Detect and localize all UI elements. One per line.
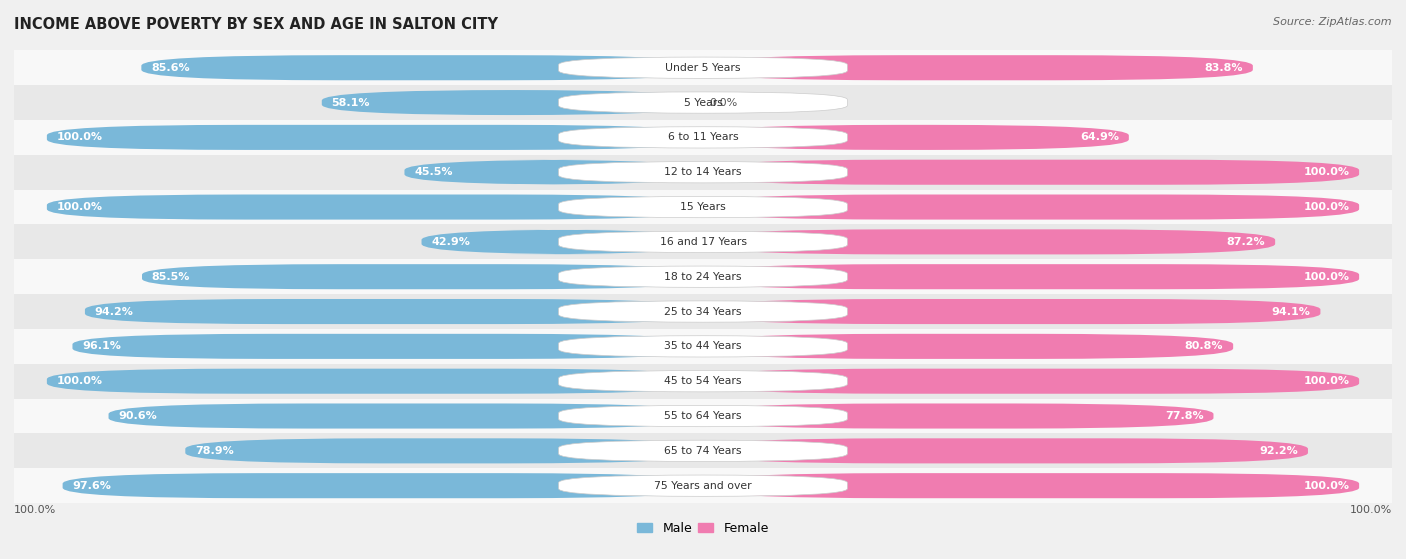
Text: 87.2%: 87.2% bbox=[1226, 237, 1265, 247]
FancyBboxPatch shape bbox=[558, 57, 848, 78]
Text: 15 Years: 15 Years bbox=[681, 202, 725, 212]
Bar bbox=[14, 50, 1392, 85]
FancyBboxPatch shape bbox=[46, 195, 703, 220]
Text: 45 to 54 Years: 45 to 54 Years bbox=[664, 376, 742, 386]
FancyBboxPatch shape bbox=[558, 231, 848, 253]
Text: 6 to 11 Years: 6 to 11 Years bbox=[668, 132, 738, 143]
Text: 100.0%: 100.0% bbox=[56, 202, 103, 212]
Text: 94.2%: 94.2% bbox=[94, 306, 134, 316]
Text: 96.1%: 96.1% bbox=[83, 342, 121, 352]
Text: 45.5%: 45.5% bbox=[415, 167, 453, 177]
FancyBboxPatch shape bbox=[558, 127, 848, 148]
Text: 12 to 14 Years: 12 to 14 Years bbox=[664, 167, 742, 177]
Text: 85.5%: 85.5% bbox=[152, 272, 190, 282]
FancyBboxPatch shape bbox=[322, 90, 703, 115]
Bar bbox=[14, 364, 1392, 399]
FancyBboxPatch shape bbox=[558, 475, 848, 496]
Text: 64.9%: 64.9% bbox=[1080, 132, 1119, 143]
FancyBboxPatch shape bbox=[142, 264, 703, 289]
Text: 5 Years: 5 Years bbox=[683, 98, 723, 107]
FancyBboxPatch shape bbox=[703, 160, 1360, 185]
Text: 58.1%: 58.1% bbox=[332, 98, 370, 107]
Bar bbox=[14, 155, 1392, 190]
Text: 97.6%: 97.6% bbox=[73, 481, 111, 491]
Text: INCOME ABOVE POVERTY BY SEX AND AGE IN SALTON CITY: INCOME ABOVE POVERTY BY SEX AND AGE IN S… bbox=[14, 17, 498, 32]
FancyBboxPatch shape bbox=[186, 438, 703, 463]
FancyBboxPatch shape bbox=[558, 162, 848, 183]
FancyBboxPatch shape bbox=[46, 125, 703, 150]
Bar bbox=[14, 294, 1392, 329]
Text: 80.8%: 80.8% bbox=[1185, 342, 1223, 352]
Text: 100.0%: 100.0% bbox=[1303, 167, 1350, 177]
Text: 0.0%: 0.0% bbox=[710, 98, 738, 107]
Bar bbox=[14, 225, 1392, 259]
Text: 85.6%: 85.6% bbox=[152, 63, 190, 73]
Text: 100.0%: 100.0% bbox=[1303, 202, 1350, 212]
Text: 83.8%: 83.8% bbox=[1205, 63, 1243, 73]
FancyBboxPatch shape bbox=[73, 334, 703, 359]
FancyBboxPatch shape bbox=[703, 299, 1320, 324]
FancyBboxPatch shape bbox=[558, 371, 848, 392]
FancyBboxPatch shape bbox=[703, 368, 1360, 394]
FancyBboxPatch shape bbox=[703, 404, 1213, 429]
Text: 42.9%: 42.9% bbox=[432, 237, 470, 247]
FancyBboxPatch shape bbox=[703, 55, 1253, 80]
Text: 55 to 64 Years: 55 to 64 Years bbox=[664, 411, 742, 421]
Text: 16 and 17 Years: 16 and 17 Years bbox=[659, 237, 747, 247]
Text: 100.0%: 100.0% bbox=[1303, 481, 1350, 491]
FancyBboxPatch shape bbox=[558, 266, 848, 287]
Bar bbox=[14, 190, 1392, 225]
Legend: Male, Female: Male, Female bbox=[633, 517, 773, 540]
FancyBboxPatch shape bbox=[558, 336, 848, 357]
FancyBboxPatch shape bbox=[703, 125, 1129, 150]
FancyBboxPatch shape bbox=[405, 160, 703, 185]
Text: 35 to 44 Years: 35 to 44 Years bbox=[664, 342, 742, 352]
FancyBboxPatch shape bbox=[703, 473, 1360, 498]
FancyBboxPatch shape bbox=[84, 299, 703, 324]
FancyBboxPatch shape bbox=[703, 195, 1360, 220]
FancyBboxPatch shape bbox=[703, 438, 1308, 463]
Text: 77.8%: 77.8% bbox=[1166, 411, 1204, 421]
Bar bbox=[14, 85, 1392, 120]
Bar bbox=[14, 433, 1392, 468]
Text: Under 5 Years: Under 5 Years bbox=[665, 63, 741, 73]
FancyBboxPatch shape bbox=[558, 440, 848, 462]
Bar bbox=[14, 259, 1392, 294]
FancyBboxPatch shape bbox=[558, 196, 848, 217]
Text: 100.0%: 100.0% bbox=[1350, 505, 1392, 515]
Text: 100.0%: 100.0% bbox=[1303, 376, 1350, 386]
Text: 92.2%: 92.2% bbox=[1260, 446, 1298, 456]
Text: Source: ZipAtlas.com: Source: ZipAtlas.com bbox=[1274, 17, 1392, 27]
Text: 90.6%: 90.6% bbox=[118, 411, 157, 421]
FancyBboxPatch shape bbox=[46, 368, 703, 394]
FancyBboxPatch shape bbox=[63, 473, 703, 498]
Bar bbox=[14, 120, 1392, 155]
Text: 65 to 74 Years: 65 to 74 Years bbox=[664, 446, 742, 456]
Text: 78.9%: 78.9% bbox=[195, 446, 233, 456]
Bar bbox=[14, 468, 1392, 503]
Text: 25 to 34 Years: 25 to 34 Years bbox=[664, 306, 742, 316]
FancyBboxPatch shape bbox=[703, 334, 1233, 359]
Text: 100.0%: 100.0% bbox=[56, 376, 103, 386]
FancyBboxPatch shape bbox=[558, 92, 848, 113]
Text: 75 Years and over: 75 Years and over bbox=[654, 481, 752, 491]
Bar bbox=[14, 329, 1392, 364]
Text: 100.0%: 100.0% bbox=[56, 132, 103, 143]
FancyBboxPatch shape bbox=[108, 404, 703, 429]
Text: 100.0%: 100.0% bbox=[1303, 272, 1350, 282]
Text: 18 to 24 Years: 18 to 24 Years bbox=[664, 272, 742, 282]
FancyBboxPatch shape bbox=[703, 264, 1360, 289]
FancyBboxPatch shape bbox=[422, 229, 703, 254]
Text: 94.1%: 94.1% bbox=[1271, 306, 1310, 316]
FancyBboxPatch shape bbox=[558, 405, 848, 427]
Text: 100.0%: 100.0% bbox=[14, 505, 56, 515]
FancyBboxPatch shape bbox=[558, 301, 848, 322]
Bar bbox=[14, 399, 1392, 433]
FancyBboxPatch shape bbox=[142, 55, 703, 80]
FancyBboxPatch shape bbox=[703, 229, 1275, 254]
